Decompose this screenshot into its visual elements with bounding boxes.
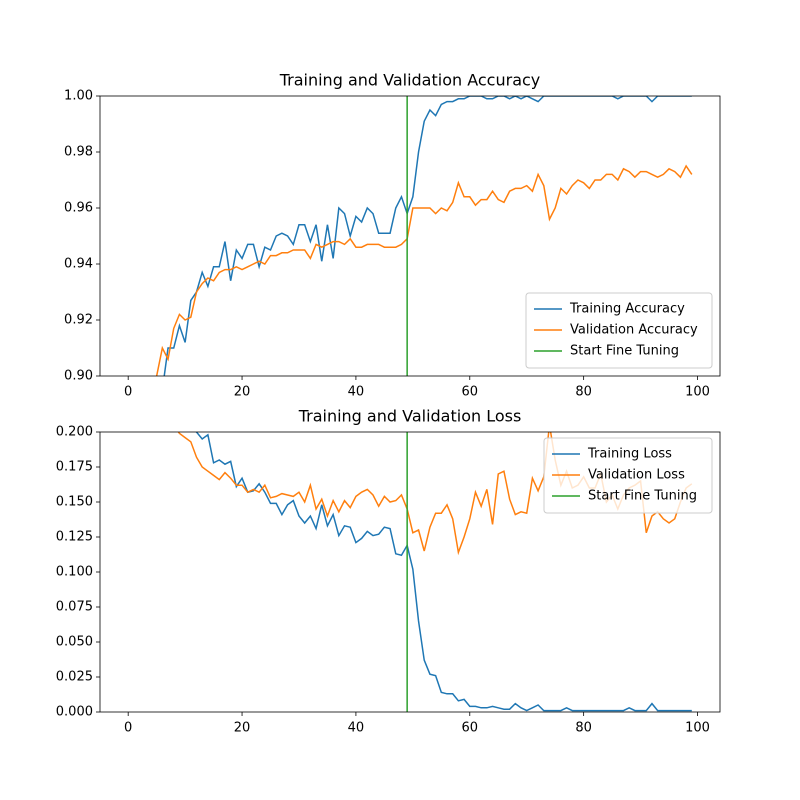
y-tick-label: 0.90: [64, 369, 93, 384]
x-tick-label: 60: [462, 721, 479, 736]
x-tick-label: 20: [234, 721, 251, 736]
legend-label: Start Fine Tuning: [570, 344, 679, 359]
y-tick-label: 0.175: [56, 460, 93, 475]
x-tick-label: 60: [462, 385, 479, 400]
x-tick-label: 100: [685, 385, 710, 400]
y-tick-label: 0.125: [56, 530, 93, 545]
legend-label: Start Fine Tuning: [588, 489, 697, 504]
x-tick-label: 40: [348, 385, 365, 400]
legend-label: Validation Accuracy: [570, 323, 698, 338]
chart-title: Training and Validation Loss: [298, 407, 522, 426]
x-tick-label: 80: [575, 385, 592, 400]
chart-title: Training and Validation Accuracy: [279, 71, 541, 90]
legend-label: Training Accuracy: [569, 302, 685, 317]
series-line: [195, 432, 692, 712]
x-tick-label: 0: [124, 721, 132, 736]
x-tick-label: 20: [234, 385, 251, 400]
y-tick-label: 0.050: [56, 635, 93, 650]
y-tick-label: 0.98: [64, 145, 93, 160]
legend-box: [525, 292, 713, 369]
x-tick-label: 40: [348, 721, 365, 736]
x-tick-label: 100: [685, 721, 710, 736]
legend: Training Accuracy Validation Accuracy Star…: [525, 292, 713, 369]
legend-label: Validation Loss: [588, 468, 685, 483]
y-tick-label: 0.100: [56, 565, 93, 580]
y-tick-label: 0.94: [64, 257, 93, 272]
y-tick-label: 1.00: [64, 89, 93, 104]
axes-frame: [99, 95, 721, 377]
y-tick-label: 0.96: [64, 201, 93, 216]
plot-area: [155, 96, 693, 376]
y-tick-label: 0.200: [56, 425, 93, 440]
series-line: [155, 164, 693, 376]
legend-label: Training Loss: [587, 447, 672, 462]
legend: Training Loss Validation Loss Start Fine T…: [543, 437, 713, 514]
legend-box: [543, 437, 713, 514]
y-tick-label: 0.025: [56, 670, 93, 685]
y-tick-label: 0.92: [64, 313, 93, 328]
x-tick-label: 0: [124, 385, 132, 400]
x-tick-label: 80: [575, 721, 592, 736]
series-line: [163, 96, 692, 376]
y-tick-label: 0.075: [56, 600, 93, 615]
y-tick-label: 0.150: [56, 495, 93, 510]
y-tick-label: 0.000: [56, 705, 93, 720]
